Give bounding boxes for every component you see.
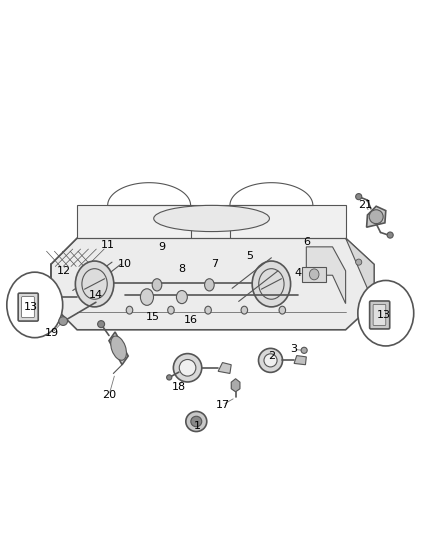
Ellipse shape bbox=[152, 279, 162, 291]
Ellipse shape bbox=[264, 354, 277, 367]
Ellipse shape bbox=[126, 306, 133, 314]
FancyBboxPatch shape bbox=[373, 304, 386, 326]
Text: 6: 6 bbox=[303, 238, 310, 247]
Text: 2: 2 bbox=[268, 351, 275, 361]
Text: 11: 11 bbox=[101, 240, 115, 249]
Polygon shape bbox=[218, 362, 231, 374]
Text: 15: 15 bbox=[146, 312, 159, 322]
Text: 13: 13 bbox=[23, 302, 37, 312]
Ellipse shape bbox=[241, 306, 247, 314]
Text: 16: 16 bbox=[184, 315, 198, 325]
Ellipse shape bbox=[166, 375, 172, 380]
Ellipse shape bbox=[173, 353, 202, 382]
Text: 17: 17 bbox=[215, 400, 230, 410]
Ellipse shape bbox=[258, 349, 283, 373]
Text: 5: 5 bbox=[246, 251, 253, 261]
Polygon shape bbox=[306, 247, 346, 304]
Ellipse shape bbox=[279, 306, 286, 314]
Ellipse shape bbox=[186, 411, 207, 432]
Ellipse shape bbox=[154, 205, 269, 231]
Ellipse shape bbox=[369, 210, 383, 224]
Ellipse shape bbox=[309, 269, 319, 280]
Polygon shape bbox=[302, 266, 326, 282]
Text: 1: 1 bbox=[194, 421, 201, 431]
Text: 21: 21 bbox=[358, 200, 372, 211]
FancyBboxPatch shape bbox=[21, 297, 34, 318]
Polygon shape bbox=[231, 379, 240, 392]
Ellipse shape bbox=[7, 272, 63, 338]
Ellipse shape bbox=[168, 306, 174, 314]
Ellipse shape bbox=[358, 280, 414, 346]
Ellipse shape bbox=[59, 317, 67, 326]
Ellipse shape bbox=[191, 416, 202, 427]
Text: 8: 8 bbox=[178, 264, 185, 273]
Ellipse shape bbox=[177, 290, 187, 304]
Text: 9: 9 bbox=[159, 242, 166, 252]
Ellipse shape bbox=[75, 261, 114, 307]
Polygon shape bbox=[367, 206, 386, 227]
Polygon shape bbox=[109, 332, 128, 365]
Ellipse shape bbox=[205, 279, 214, 291]
Text: 4: 4 bbox=[294, 268, 301, 278]
Polygon shape bbox=[51, 238, 374, 330]
Polygon shape bbox=[294, 356, 306, 365]
Ellipse shape bbox=[301, 348, 307, 353]
Ellipse shape bbox=[252, 261, 290, 307]
Text: 7: 7 bbox=[211, 260, 218, 269]
Ellipse shape bbox=[141, 289, 153, 305]
Text: 18: 18 bbox=[172, 383, 186, 392]
Text: 3: 3 bbox=[290, 344, 297, 354]
Ellipse shape bbox=[356, 259, 362, 265]
Text: 20: 20 bbox=[102, 390, 116, 400]
Ellipse shape bbox=[387, 232, 393, 238]
Ellipse shape bbox=[356, 193, 362, 200]
Polygon shape bbox=[346, 238, 374, 304]
Text: 12: 12 bbox=[57, 266, 71, 276]
FancyBboxPatch shape bbox=[18, 293, 38, 321]
Text: 19: 19 bbox=[45, 328, 59, 338]
Ellipse shape bbox=[232, 383, 240, 391]
Ellipse shape bbox=[98, 321, 105, 328]
Text: 14: 14 bbox=[89, 290, 103, 300]
Ellipse shape bbox=[111, 336, 127, 360]
Ellipse shape bbox=[205, 306, 212, 314]
Polygon shape bbox=[77, 205, 346, 238]
Ellipse shape bbox=[179, 359, 196, 376]
Text: 13: 13 bbox=[377, 310, 391, 320]
Text: 10: 10 bbox=[118, 260, 132, 269]
FancyBboxPatch shape bbox=[370, 301, 390, 329]
